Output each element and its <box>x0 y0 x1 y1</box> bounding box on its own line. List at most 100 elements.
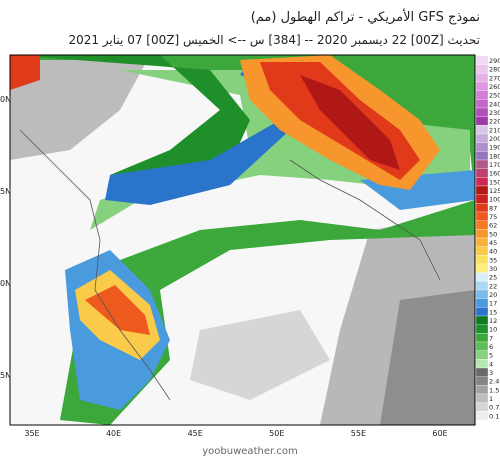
legend-swatch <box>475 393 489 403</box>
legend-swatch <box>475 151 489 161</box>
legend-swatch <box>475 142 489 152</box>
legend-label: 2.4 <box>489 378 499 386</box>
legend-label: 7 <box>489 334 493 342</box>
legend-label: 20 <box>489 291 497 299</box>
legend-swatch <box>475 255 489 265</box>
legend-label: 290 <box>489 57 500 65</box>
legend-label: 260 <box>489 83 500 91</box>
map-field <box>10 55 475 425</box>
legend-label: 87 <box>489 204 497 212</box>
lat-label: 5N <box>0 187 11 196</box>
legend-label: 1 <box>489 395 493 403</box>
map-frame <box>9 54 476 426</box>
lon-label: 40E <box>106 429 121 438</box>
legend-swatch <box>475 367 489 377</box>
legend-label: 0.1 <box>489 412 499 420</box>
legend-swatch <box>475 194 489 204</box>
legend-swatch <box>475 272 489 282</box>
legend-swatch <box>475 203 489 213</box>
legend-swatch <box>475 307 489 317</box>
legend-label: 5 <box>489 352 493 360</box>
legend-label: 190 <box>489 144 500 152</box>
subtitle: تحديث [00Z] 22 ديسمبر 2020 -- [384] س --… <box>68 33 480 47</box>
legend-swatch <box>475 220 489 230</box>
legend-swatch <box>475 246 489 256</box>
legend-label: 125 <box>489 187 500 195</box>
legend-label: 150 <box>489 178 500 186</box>
legend-label: 100 <box>489 196 500 204</box>
legend-swatch <box>475 298 489 308</box>
legend-label: 240 <box>489 100 500 108</box>
legend-swatch <box>475 359 489 369</box>
legend-swatch <box>475 81 489 91</box>
legend-swatch <box>475 385 489 395</box>
legend-label: 270 <box>489 74 500 82</box>
legend-swatch <box>475 55 489 65</box>
legend-swatch <box>475 229 489 239</box>
legend-label: 25 <box>489 274 497 282</box>
legend-swatch <box>475 333 489 343</box>
legend-label: 10 <box>489 326 497 334</box>
legend-label: 180 <box>489 152 500 160</box>
legend-swatch <box>475 237 489 247</box>
legend-swatch <box>475 324 489 334</box>
legend-label: 12 <box>489 317 497 325</box>
legend-label: 40 <box>489 248 497 256</box>
legend-swatch <box>475 315 489 325</box>
legend-label: 0.7 <box>489 404 499 412</box>
legend-label: 1.5 <box>489 386 499 394</box>
legend-label: 17 <box>489 300 497 308</box>
legend-swatch <box>475 159 489 169</box>
coastline <box>19 129 441 401</box>
area <box>10 55 150 160</box>
legend-swatch <box>475 350 489 360</box>
watermark: yoobuweather.com <box>202 446 297 457</box>
legend-swatch <box>475 125 489 135</box>
legend-swatch <box>475 211 489 221</box>
legend-label: 250 <box>489 92 500 100</box>
lon-label: 35E <box>24 429 39 438</box>
legend-label: 220 <box>489 118 500 126</box>
legend-swatch <box>475 73 489 83</box>
legend-swatch <box>475 185 489 195</box>
legend-label: 22 <box>489 282 497 290</box>
legend-label: 230 <box>489 109 500 117</box>
legend-label: 280 <box>489 66 500 74</box>
area <box>380 290 475 425</box>
legend-label: 6 <box>489 343 493 351</box>
legend-swatch <box>475 281 489 291</box>
area <box>105 60 300 205</box>
legend-swatch <box>475 341 489 351</box>
legend-label: 15 <box>489 308 497 316</box>
legend-label: 75 <box>489 213 497 221</box>
lon-label: 50E <box>269 429 284 438</box>
legend-label: 50 <box>489 230 497 238</box>
legend-swatch <box>475 289 489 299</box>
lat-label: 0N <box>0 95 11 104</box>
legend-label: 45 <box>489 239 497 247</box>
legend-swatch <box>475 99 489 109</box>
legend-label: 170 <box>489 161 500 169</box>
legend-swatch <box>475 376 489 386</box>
legend-swatch <box>475 168 489 178</box>
legend-swatch <box>475 90 489 100</box>
title: نموذج GFS الأمريكي - تراكم الهطول (مم) <box>250 10 480 25</box>
legend-swatch <box>475 133 489 143</box>
area <box>85 285 150 335</box>
legend-label: 210 <box>489 126 500 134</box>
legend-swatch <box>475 402 489 412</box>
area <box>300 75 400 170</box>
lat-label: 5N <box>0 371 11 380</box>
legend-swatch <box>475 263 489 273</box>
legend-swatch <box>475 411 489 421</box>
legend-label: 30 <box>489 265 497 273</box>
legend-swatch <box>475 107 489 117</box>
lon-label: 60E <box>432 429 447 438</box>
legend-label: 4 <box>489 360 493 368</box>
lat-label: 0N <box>0 279 11 288</box>
legend-label: 160 <box>489 170 500 178</box>
legend-swatch <box>475 177 489 187</box>
area <box>10 55 40 90</box>
